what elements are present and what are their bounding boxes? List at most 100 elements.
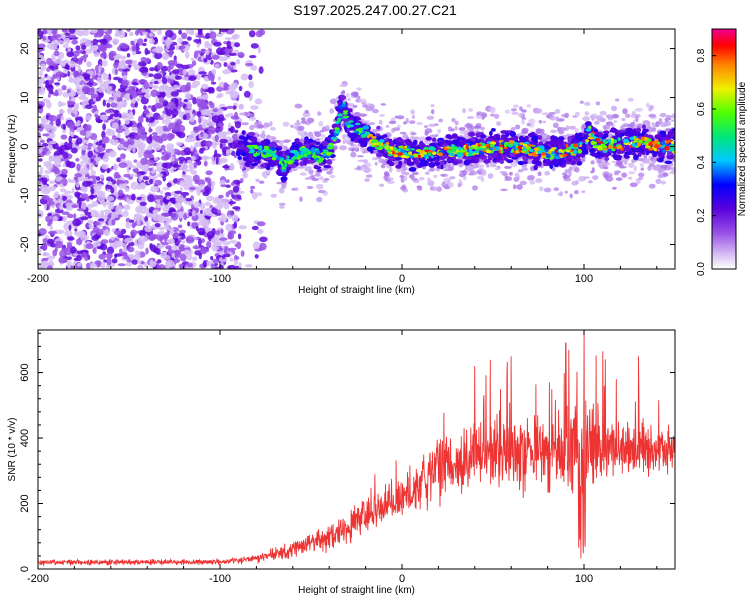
- halo-speckle: [387, 177, 394, 181]
- noise-speckle: [78, 75, 84, 81]
- halo-speckle: [290, 124, 294, 128]
- halo-speckle: [282, 121, 290, 127]
- halo-speckle: [426, 115, 435, 120]
- noise-speckle: [192, 174, 200, 183]
- noise-speckle: [38, 136, 43, 141]
- halo-speckle: [318, 189, 326, 194]
- noise-speckle: [38, 104, 43, 110]
- noise-speckle: [202, 191, 210, 197]
- halo-speckle: [621, 172, 628, 178]
- noise-speckle: [200, 147, 206, 151]
- halo-speckle: [646, 102, 650, 108]
- halo-speckle: [278, 202, 286, 206]
- noise-speckle: [60, 134, 68, 140]
- halo-speckle: [638, 177, 644, 180]
- halo-speckle: [541, 112, 550, 116]
- noise-speckle: [71, 139, 76, 144]
- noise-speckle: [137, 140, 143, 149]
- noise-speckle: [176, 119, 182, 127]
- ridge-band: [515, 153, 522, 158]
- noise-speckle: [44, 170, 53, 174]
- noise-speckle: [90, 186, 95, 195]
- noise-speckle: [172, 69, 180, 74]
- noise-speckle: [215, 157, 219, 165]
- halo-speckle: [670, 164, 674, 167]
- noise-speckle: [75, 103, 79, 111]
- noise-speckle: [38, 210, 44, 218]
- noise-speckle: [102, 225, 107, 231]
- halo-speckle: [255, 178, 260, 183]
- noise-speckle: [118, 162, 128, 169]
- noise-speckle: [200, 48, 206, 53]
- halo-speckle: [592, 175, 599, 181]
- noise-speckle: [215, 247, 220, 251]
- noise-speckle: [181, 64, 190, 70]
- noise-speckle: [150, 89, 159, 98]
- halo-speckle: [432, 186, 438, 191]
- halo-speckle: [348, 147, 353, 151]
- noise-speckle: [159, 96, 165, 104]
- noise-speckle: [46, 162, 54, 170]
- noise-speckle: [196, 73, 201, 81]
- halo-speckle: [611, 105, 617, 112]
- noise-speckle: [75, 182, 80, 188]
- ridge-band: [406, 161, 415, 166]
- noise-speckle: [118, 30, 126, 39]
- noise-speckle: [138, 182, 146, 189]
- noise-speckle: [218, 108, 224, 113]
- halo-speckle: [394, 115, 398, 119]
- halo-speckle: [404, 171, 410, 176]
- noise-speckle: [77, 64, 81, 73]
- halo-speckle: [595, 101, 601, 106]
- noise-speckle: [223, 82, 228, 90]
- noise-speckle: [55, 71, 64, 78]
- noise-speckle: [166, 146, 172, 153]
- noise-speckle: [160, 65, 169, 72]
- noise-speckle: [113, 171, 120, 179]
- noise-speckle: [81, 45, 87, 50]
- halo-speckle: [387, 180, 395, 184]
- noise-speckle: [85, 262, 91, 269]
- noise-speckle: [76, 250, 83, 255]
- noise-speckle: [46, 67, 51, 72]
- noise-speckle: [198, 215, 206, 223]
- noise-speckle: [118, 55, 127, 60]
- noise-speckle: [135, 134, 141, 139]
- noise-speckle: [125, 221, 132, 229]
- noise-speckle: [213, 41, 222, 47]
- halo-speckle: [362, 104, 368, 108]
- noise-speckle: [235, 256, 240, 260]
- halo-speckle: [508, 171, 513, 176]
- noise-speckle: [228, 52, 237, 57]
- noise-speckle: [96, 190, 103, 196]
- noise-speckle: [172, 232, 179, 239]
- noise-speckle: [101, 163, 109, 170]
- noise-speckle: [101, 83, 108, 88]
- noise-speckle: [195, 225, 199, 232]
- ridge-band: [475, 156, 480, 163]
- halo-speckle: [424, 171, 430, 175]
- noise-speckle: [213, 266, 219, 269]
- noise-speckle: [140, 197, 147, 203]
- halo-speckle: [239, 112, 246, 116]
- noise-speckle: [113, 76, 120, 81]
- ridge-band: [294, 138, 300, 143]
- noise-speckle: [192, 245, 201, 250]
- noise-speckle: [238, 85, 243, 92]
- ridge-band: [431, 137, 437, 142]
- halo-speckle: [322, 180, 328, 183]
- halo-speckle: [279, 206, 285, 209]
- noise-speckle: [165, 75, 170, 79]
- halo-speckle: [278, 140, 284, 146]
- noise-speckle: [254, 254, 259, 259]
- noise-speckle: [114, 97, 118, 102]
- noise-speckle: [66, 121, 75, 129]
- noise-speckle: [217, 76, 221, 81]
- halo-speckle: [602, 124, 611, 130]
- noise-speckle: [154, 168, 163, 172]
- noise-speckle: [85, 113, 92, 121]
- noise-speckle: [191, 113, 195, 119]
- halo-speckle: [548, 112, 556, 115]
- noise-speckle: [48, 140, 57, 145]
- noise-speckle: [104, 43, 113, 49]
